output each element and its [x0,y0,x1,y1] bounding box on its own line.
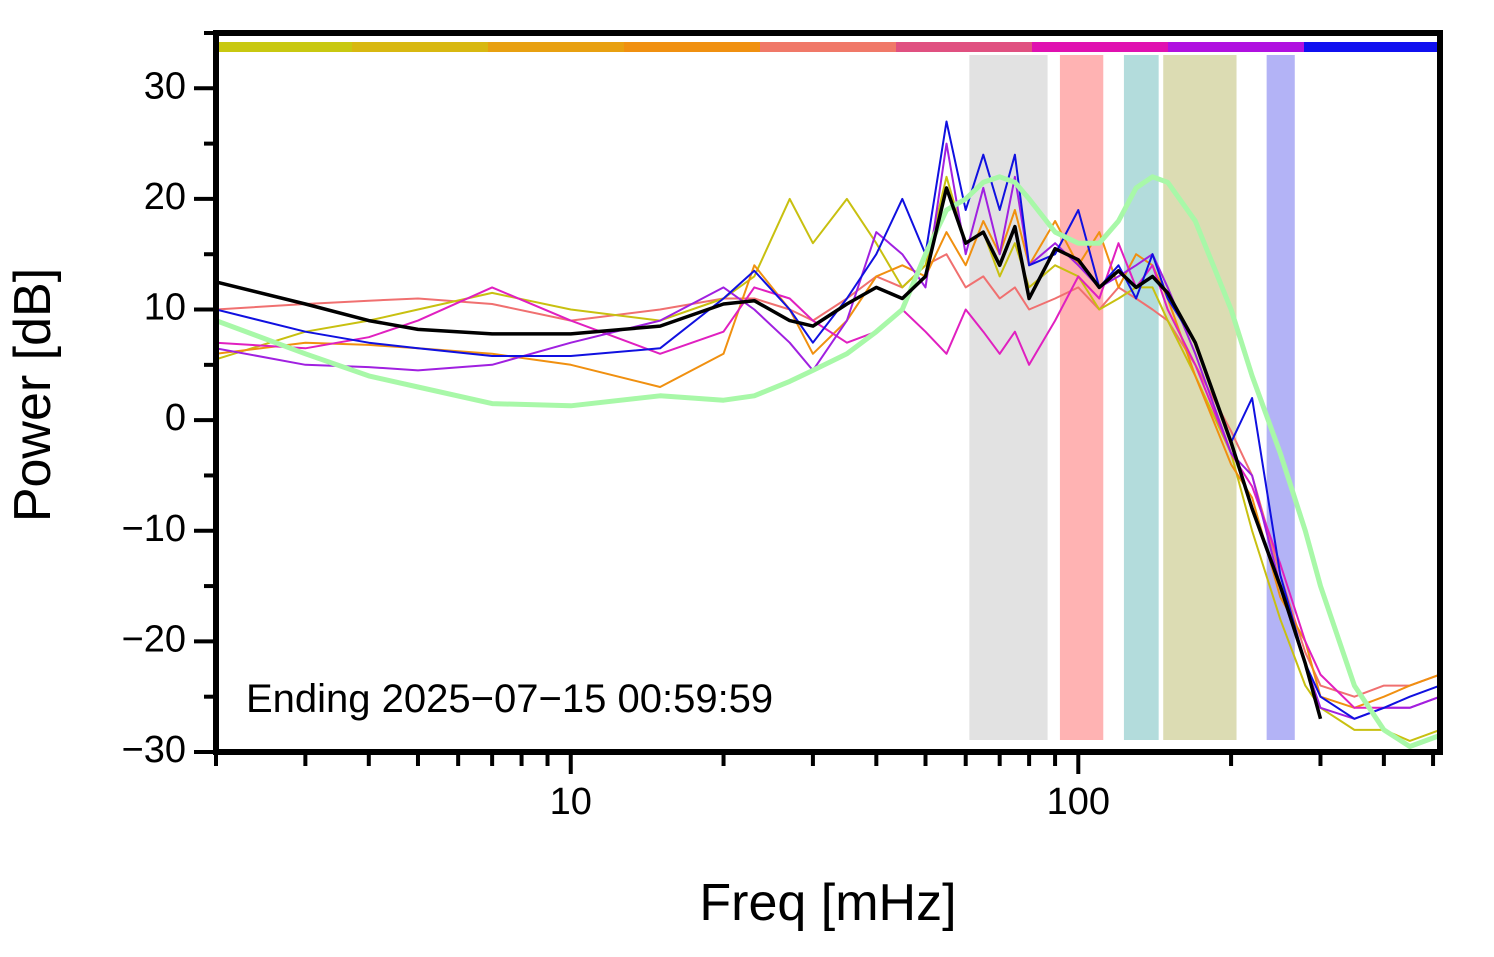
y-tick-label: −10 [122,508,186,550]
axes: −30 −20 −10 0 10 20 30 10 100 [122,31,1436,823]
series-line [216,209,1440,709]
band [1059,55,1104,740]
x-axis-label: Freq [mHz] [699,874,956,932]
top-bar-segment [896,42,1033,52]
band [1266,55,1295,740]
y-tick-label: −30 [122,729,186,771]
series-line [216,253,1440,698]
top-bar-segment [488,42,625,52]
band [1163,55,1237,740]
y-tick-label: 30 [144,65,186,107]
top-bar [216,42,1441,52]
y-tick-label: 10 [144,287,186,329]
top-bar-segment [1168,42,1305,52]
band [969,55,1048,740]
annotation: Ending 2025−07−15 00:59:59 [246,677,773,721]
top-bar-segment [624,42,761,52]
series-line [216,186,1323,720]
top-bar-segment [352,42,489,52]
x-tick-label: 100 [1047,781,1110,823]
lines [216,120,1440,749]
y-axis-label: Power [dB] [4,268,62,522]
series-line [216,142,1440,720]
y-tick-label: −20 [122,618,186,660]
band [1123,55,1159,740]
y-tick-label: 20 [144,176,186,218]
x-tick-label: 10 [550,781,592,823]
series-line [216,120,1440,720]
bands [969,55,1295,740]
series-line [216,175,1440,742]
series-line [216,174,1440,749]
top-bar-segment [1304,42,1441,52]
plot-frame [213,30,1443,755]
top-bar-segment [1032,42,1169,52]
y-tick-label: 0 [165,397,186,439]
top-bar-segment [760,42,897,52]
top-bar-segment [216,42,353,52]
